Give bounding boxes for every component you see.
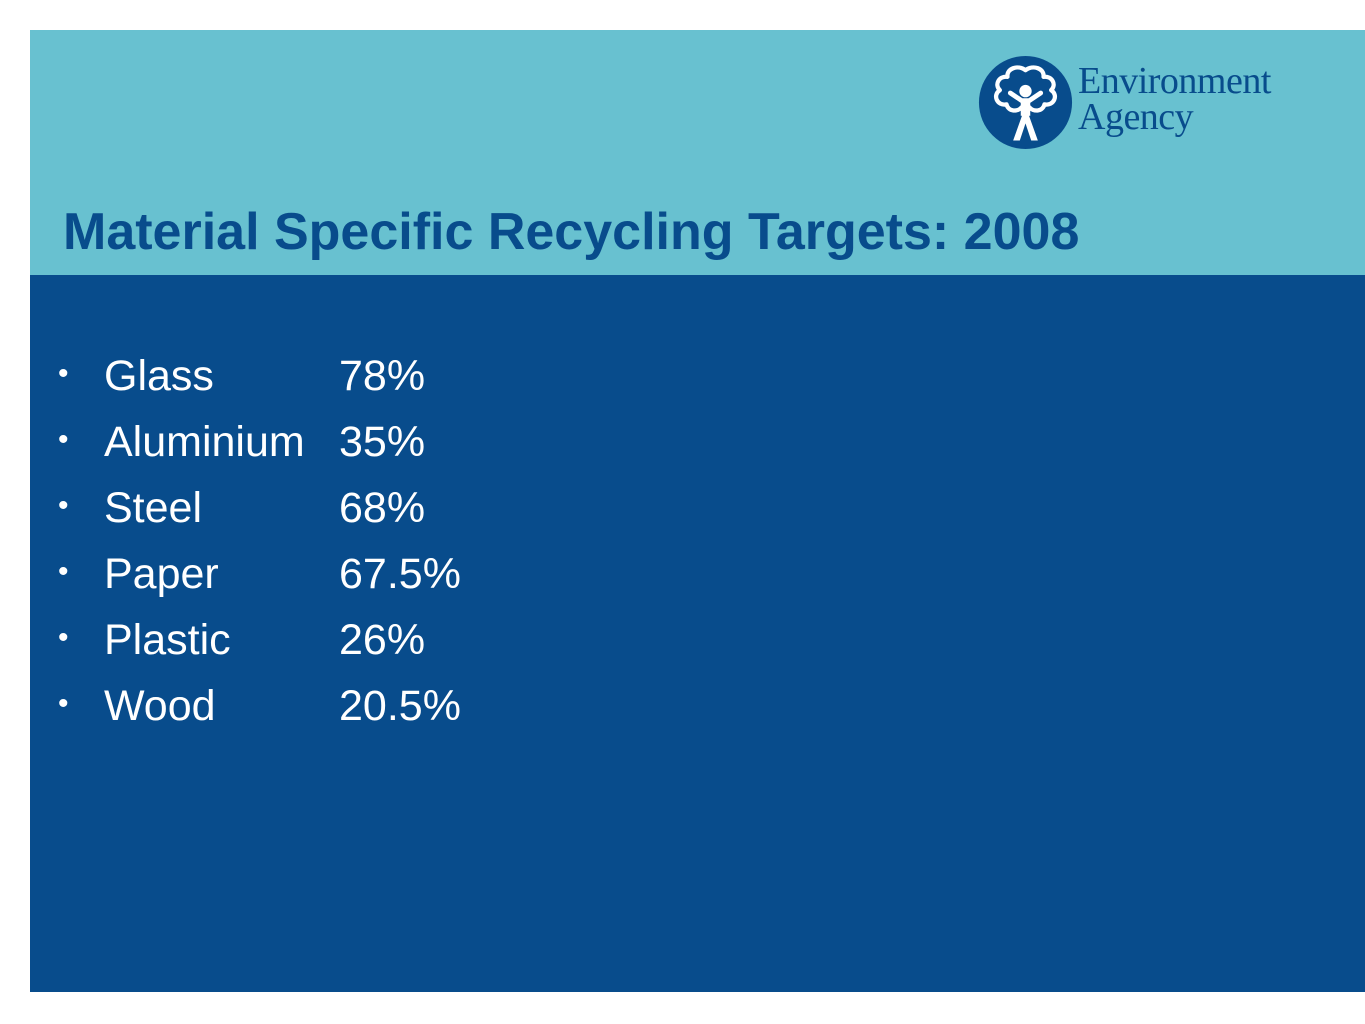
target-value: 68%: [339, 484, 426, 532]
target-value: 35%: [339, 418, 426, 466]
bullet-icon: •: [58, 621, 69, 654]
bullet-icon: •: [58, 555, 69, 588]
target-value: 26%: [339, 616, 426, 664]
material-label: Steel: [104, 484, 203, 532]
bullet-icon: •: [58, 489, 69, 522]
material-label: Plastic: [104, 616, 231, 664]
material-label: Wood: [104, 682, 216, 730]
logo-line-1: Environment: [1078, 60, 1271, 102]
target-value: 67.5%: [339, 550, 461, 598]
target-value: 20.5%: [339, 682, 461, 730]
bullet-icon: •: [58, 687, 69, 720]
material-label: Paper: [104, 550, 219, 598]
bullet-icon: •: [58, 423, 69, 456]
material-label: Glass: [104, 352, 214, 400]
slide-title: Material Specific Recycling Targets: 200…: [63, 203, 1080, 261]
logo-line-2: Agency: [1078, 96, 1194, 138]
slide-header: Environment Agency Material Specific Rec…: [30, 30, 1365, 275]
target-value: 78%: [339, 352, 426, 400]
material-label: Aluminium: [104, 418, 305, 466]
tree-person-emblem-icon: [978, 55, 1073, 150]
logo-wordmark: Environment Agency: [1078, 60, 1271, 138]
environment-agency-logo: Environment Agency: [978, 55, 1318, 150]
bullet-icon: •: [58, 357, 69, 390]
slide: Environment Agency Material Specific Rec…: [30, 30, 1365, 992]
